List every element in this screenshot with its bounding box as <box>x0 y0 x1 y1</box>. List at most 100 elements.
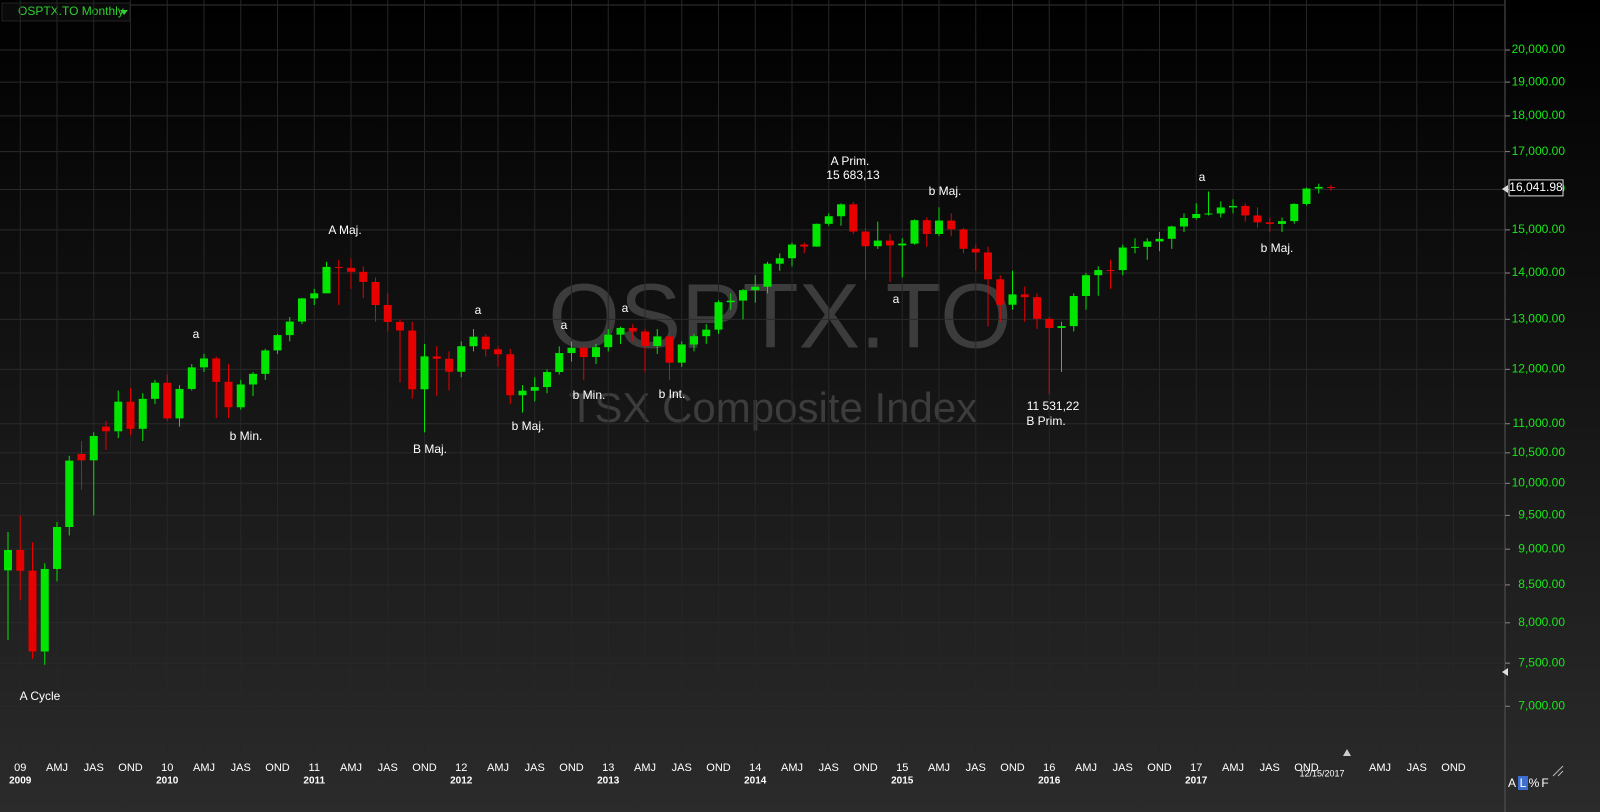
candle-body <box>469 336 478 347</box>
candle-body <box>175 388 184 419</box>
candle-body <box>249 373 257 385</box>
candle-body <box>298 298 306 322</box>
candle-body <box>886 240 894 246</box>
scroll-arrow[interactable] <box>1502 668 1508 676</box>
x-tick-label: AMJ <box>193 762 215 774</box>
candle-body <box>984 252 992 280</box>
candle-body <box>1192 213 1201 218</box>
x-tick-label: OND <box>118 762 143 774</box>
candle-body <box>126 401 135 429</box>
candle-body <box>494 349 502 355</box>
y-tick-label: 8,500.00 <box>1518 577 1565 591</box>
candle-body <box>77 454 86 461</box>
candle-body <box>1180 217 1188 227</box>
candle-body <box>861 231 870 247</box>
last-price-label: 16,041.98 <box>1509 180 1563 194</box>
x-tick-label: JAS <box>1113 762 1133 774</box>
control-highlight[interactable] <box>1518 776 1528 790</box>
y-tick-label: 19,000.00 <box>1512 74 1566 88</box>
candle-body <box>739 290 747 301</box>
candle-body <box>616 327 625 335</box>
candle-body <box>212 358 221 382</box>
wave-label: A Prim. <box>831 154 870 168</box>
wave-label: A Cycle <box>20 689 61 703</box>
x-tick-label: AMJ <box>487 762 509 774</box>
chart-control[interactable]: L <box>1520 776 1527 790</box>
candle-body <box>922 220 931 234</box>
labels: 7,000.00 7,500.00 8,000.00 8,500.00 9,000.00… <box>9 42 1565 790</box>
candle-body <box>310 293 319 299</box>
candle-body <box>151 382 159 399</box>
x-year-label: 2017 <box>1185 776 1208 787</box>
current-date: 12/15/2017 <box>1299 768 1344 778</box>
candle-body <box>849 204 858 232</box>
wave-label: b Int. <box>659 387 686 401</box>
candle-body <box>812 223 821 247</box>
candle-body <box>347 267 355 272</box>
candle-body <box>641 331 649 346</box>
candle-body <box>261 350 270 374</box>
wave-label: a <box>1199 170 1206 184</box>
candle-body <box>788 244 796 259</box>
dropdown-arrow[interactable] <box>120 10 128 15</box>
candle-body <box>677 344 686 363</box>
x-tick-label: JAS <box>378 762 398 774</box>
x-tick-label: OND <box>559 762 584 774</box>
candle-body <box>1118 247 1127 271</box>
candle-body <box>359 271 368 282</box>
candle-body <box>947 220 956 230</box>
y-tick-label: 14,000.00 <box>1512 265 1566 279</box>
x-tick-label: 15 <box>896 762 908 774</box>
chart-title[interactable]: OSPTX.TO Monthly <box>18 4 124 18</box>
candle-body <box>163 382 172 419</box>
candle-body <box>322 266 331 294</box>
wave-label: a <box>475 303 482 317</box>
candle-body <box>53 527 61 569</box>
chart-control[interactable]: A <box>1508 776 1516 790</box>
x-tick-label: AMJ <box>46 762 68 774</box>
candle-body <box>1216 207 1225 214</box>
resize-grip[interactable] <box>1552 765 1564 777</box>
candle-body <box>592 347 600 358</box>
x-tick-label: JAS <box>84 762 104 774</box>
candle-body <box>457 346 466 372</box>
candle-body <box>873 240 882 247</box>
candle-body <box>714 302 723 330</box>
candle-body <box>371 281 380 306</box>
chart-control[interactable]: F <box>1541 776 1548 790</box>
candle-body <box>285 321 294 336</box>
y-tick-label: 11,000.00 <box>1513 416 1566 430</box>
y-tick-label: 10,000.00 <box>1512 475 1566 489</box>
candle-body <box>224 381 233 408</box>
candle-body <box>543 372 551 388</box>
candle-body <box>102 426 110 432</box>
x-tick-label: 16 <box>1043 762 1055 774</box>
candle-body <box>1253 215 1262 223</box>
x-tick-label: OND <box>853 762 878 774</box>
candle-body <box>432 356 441 359</box>
resize-grip[interactable] <box>1557 770 1564 777</box>
x-year-label: 2010 <box>156 776 179 787</box>
x-tick-label: AMJ <box>1222 762 1244 774</box>
x-tick-label: 14 <box>749 762 761 774</box>
x-tick-label: 13 <box>602 762 614 774</box>
candle-body <box>555 353 564 373</box>
candle-body <box>824 216 833 224</box>
candle-body <box>898 243 907 246</box>
candle-body <box>1045 318 1054 328</box>
candle-body <box>1057 326 1066 328</box>
wave-label: b Min. <box>230 429 263 443</box>
y-tick-label: 7,000.00 <box>1518 698 1565 712</box>
x-tick-label: 12 <box>455 762 467 774</box>
candle-body <box>959 229 968 249</box>
x-tick-label: AMJ <box>340 762 362 774</box>
candle-body <box>751 286 760 291</box>
candle-body <box>1008 294 1017 305</box>
x-tick-label: JAS <box>525 762 545 774</box>
chart-control[interactable]: % <box>1529 776 1540 790</box>
candle-body <box>763 263 772 287</box>
candle-body <box>1167 226 1176 239</box>
x-tick-label: JAS <box>672 762 692 774</box>
x-year-label: 2011 <box>303 776 325 787</box>
